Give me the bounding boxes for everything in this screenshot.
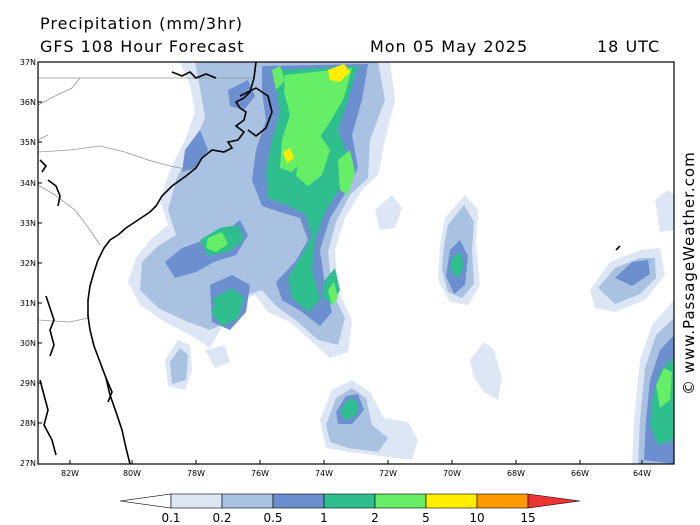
lon-label: 78W xyxy=(187,469,205,478)
precip-level-5 xyxy=(283,64,350,163)
lon-label: 82W xyxy=(61,469,79,478)
lat-label: 32N xyxy=(20,259,36,268)
lat-label: 36N xyxy=(20,98,36,107)
latitude-labels: 37N 36N 35N 34N 33N 32N 31N 30N 29N 28N … xyxy=(20,58,36,468)
legend-segment xyxy=(323,493,376,509)
legend-label: 2 xyxy=(371,511,379,525)
lat-label: 31N xyxy=(20,299,36,308)
precip-level-2 xyxy=(206,66,672,408)
lon-label: 76W xyxy=(251,469,269,478)
legend-colorbar xyxy=(119,493,581,509)
lon-label: 68W xyxy=(507,469,525,478)
lon-label: 80W xyxy=(123,469,141,478)
legend-label: 0.2 xyxy=(212,511,231,525)
legend-label: 5 xyxy=(422,511,430,525)
lon-label: 72W xyxy=(379,469,397,478)
legend-segment xyxy=(170,493,223,509)
forecast-subtitle: GFS 108 Hour Forecast xyxy=(40,37,245,56)
lat-label: 28N xyxy=(20,419,36,428)
lon-label: 74W xyxy=(315,469,333,478)
map-area xyxy=(38,62,674,464)
legend-segment xyxy=(272,493,325,509)
legend-segment xyxy=(425,493,478,509)
legend-segment xyxy=(527,493,581,509)
legend-label: 10 xyxy=(469,511,484,525)
land xyxy=(38,62,256,464)
legend-label: 15 xyxy=(520,511,535,525)
forecast-date: Mon 05 May 2025 xyxy=(370,37,529,56)
legend-segment xyxy=(374,493,427,509)
legend-segment xyxy=(476,493,529,509)
legend-segment xyxy=(221,493,274,509)
longitude-labels: 82W 80W 78W 76W 74W 72W 70W 68W 66W 64W xyxy=(61,469,651,478)
lat-label: 30N xyxy=(20,339,36,348)
forecast-time: 18 UTC xyxy=(597,37,661,56)
lat-label: 33N xyxy=(20,219,36,228)
state-borders xyxy=(38,77,252,323)
lat-label: 35N xyxy=(20,138,36,147)
grid-ticks xyxy=(38,101,643,464)
legend-label: 0.1 xyxy=(161,511,180,525)
lon-label: 64W xyxy=(633,469,651,478)
lat-label: 27N xyxy=(20,459,36,468)
legend-labels: 0.1 0.2 0.5 1 2 5 10 15 xyxy=(161,511,535,525)
map-frame xyxy=(37,61,675,465)
lat-label: 37N xyxy=(20,58,36,67)
map-title: Precipitation (mm/3hr) xyxy=(40,14,244,33)
lat-label: 29N xyxy=(20,379,36,388)
lon-label: 70W xyxy=(443,469,461,478)
coastline xyxy=(39,62,621,464)
legend-label: 1 xyxy=(320,511,328,525)
legend-segment xyxy=(119,493,172,509)
lon-label: 66W xyxy=(571,469,589,478)
lat-label: 34N xyxy=(20,179,36,188)
legend-label: 0.5 xyxy=(263,511,282,525)
